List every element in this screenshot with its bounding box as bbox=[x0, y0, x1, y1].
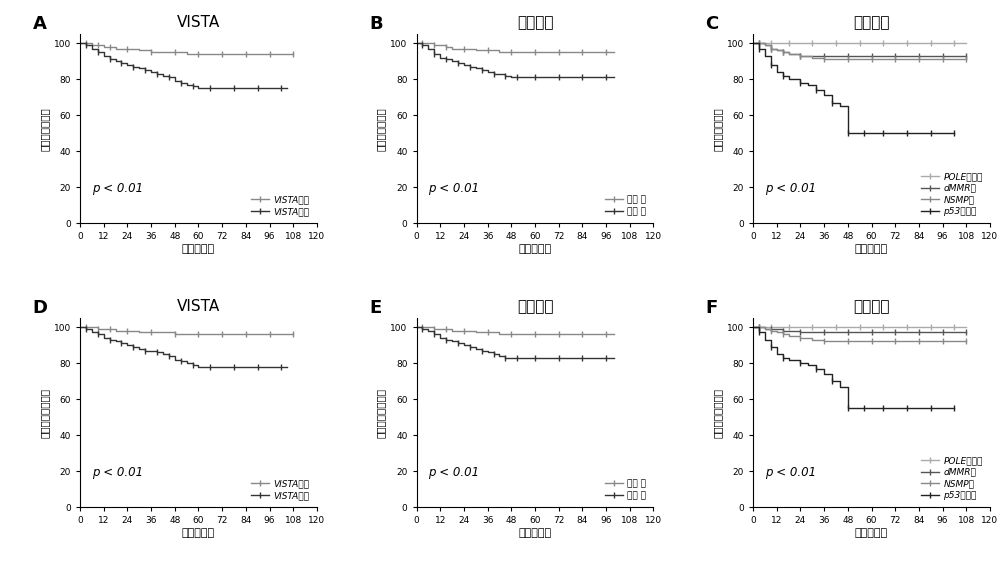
Text: D: D bbox=[33, 299, 48, 317]
X-axis label: 时间（月）: 时间（月） bbox=[182, 528, 215, 538]
Y-axis label: 无复发生存概率: 无复发生存概率 bbox=[40, 107, 50, 150]
Text: p < 0.01: p < 0.01 bbox=[92, 182, 143, 195]
X-axis label: 时间（月）: 时间（月） bbox=[855, 528, 888, 538]
Text: p < 0.01: p < 0.01 bbox=[765, 182, 816, 195]
Text: A: A bbox=[33, 15, 46, 33]
X-axis label: 时间（月）: 时间（月） bbox=[855, 245, 888, 254]
Y-axis label: 疾病特异生存概率: 疾病特异生存概率 bbox=[376, 388, 386, 438]
Y-axis label: 疾病特异生存概率: 疾病特异生存概率 bbox=[40, 388, 50, 438]
Y-axis label: 无复发生存概率: 无复发生存概率 bbox=[713, 107, 723, 150]
Title: 肿瘾级别: 肿瘾级别 bbox=[517, 15, 553, 30]
Text: E: E bbox=[369, 299, 381, 317]
X-axis label: 时间（月）: 时间（月） bbox=[518, 245, 552, 254]
Text: F: F bbox=[706, 299, 718, 317]
Title: VISTA: VISTA bbox=[177, 299, 220, 314]
Legend: 低级 别, 高级 别: 低级 别, 高级 别 bbox=[602, 193, 649, 219]
Text: p < 0.01: p < 0.01 bbox=[765, 466, 816, 479]
Title: 肿瘾级别: 肿瘾级别 bbox=[517, 299, 553, 314]
Title: 分子分型: 分子分型 bbox=[853, 15, 890, 30]
Text: p < 0.01: p < 0.01 bbox=[92, 466, 143, 479]
X-axis label: 时间（月）: 时间（月） bbox=[182, 245, 215, 254]
Legend: VISTA阳性, VISTA阴性: VISTA阳性, VISTA阴性 bbox=[248, 477, 312, 503]
X-axis label: 时间（月）: 时间（月） bbox=[518, 528, 552, 538]
Legend: POLE突变型, dMMR型, NSMP型, p53突变型: POLE突变型, dMMR型, NSMP型, p53突变型 bbox=[918, 453, 985, 503]
Text: p < 0.01: p < 0.01 bbox=[428, 466, 479, 479]
Title: VISTA: VISTA bbox=[177, 15, 220, 30]
Text: p < 0.01: p < 0.01 bbox=[428, 182, 479, 195]
Y-axis label: 无复发生存概率: 无复发生存概率 bbox=[376, 107, 386, 150]
Legend: POLE突变型, dMMR型, NSMP型, p53突变型: POLE突变型, dMMR型, NSMP型, p53突变型 bbox=[918, 169, 985, 219]
Y-axis label: 疾病特异生存概率: 疾病特异生存概率 bbox=[713, 388, 723, 438]
Legend: 低级 别, 高级 别: 低级 别, 高级 别 bbox=[602, 477, 649, 503]
Title: 分子分型: 分子分型 bbox=[853, 299, 890, 314]
Text: C: C bbox=[706, 15, 719, 33]
Text: B: B bbox=[369, 15, 383, 33]
Legend: VISTA阳性, VISTA阴性: VISTA阳性, VISTA阴性 bbox=[248, 193, 312, 219]
